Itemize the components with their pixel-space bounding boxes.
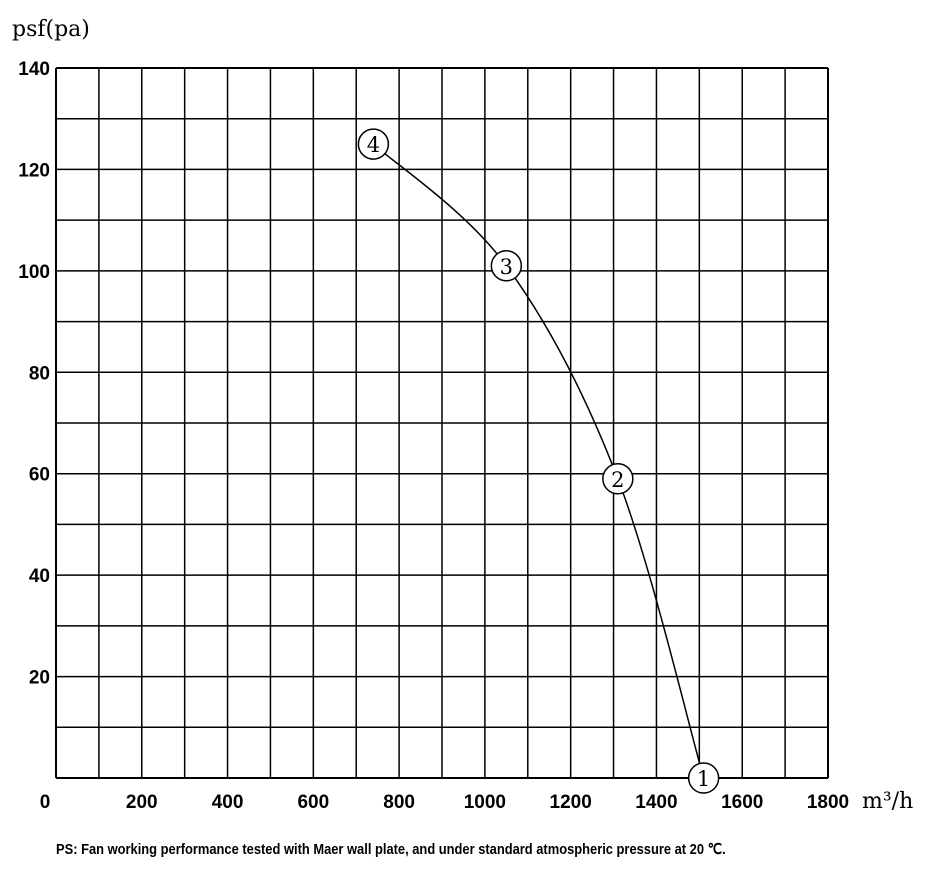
point-label: 2 bbox=[611, 468, 624, 492]
y-tick-label: 100 bbox=[18, 262, 50, 283]
x-tick-label: 1000 bbox=[464, 792, 506, 813]
data-point: 2 bbox=[602, 463, 634, 495]
point-circle bbox=[602, 463, 634, 495]
y-tick-label: 120 bbox=[18, 160, 50, 181]
x-tick-label: 1800 bbox=[807, 792, 849, 813]
x-tick-label: 0 bbox=[40, 792, 51, 813]
x-axis-label: m³/h bbox=[862, 789, 913, 814]
point-circle bbox=[687, 762, 720, 794]
grid bbox=[55, 67, 829, 779]
x-tick-label: 1600 bbox=[721, 792, 763, 813]
x-tick-label: 200 bbox=[126, 792, 158, 813]
y-tick-label: 80 bbox=[29, 363, 50, 384]
data-point: 3 bbox=[490, 250, 523, 282]
point-label: 3 bbox=[500, 255, 513, 279]
x-tick-label: 1400 bbox=[635, 792, 677, 813]
x-tick-labels: 0 200 400 600 800 1000 1200 1400 1600 1800 bbox=[40, 792, 849, 813]
data-point: 1 bbox=[687, 762, 720, 794]
point-label: 4 bbox=[367, 133, 380, 157]
y-tick-label: 140 bbox=[18, 59, 50, 80]
footnote: PS: Fan working performance tested with … bbox=[56, 841, 726, 858]
point-circle bbox=[357, 128, 390, 160]
y-tick-label: 20 bbox=[29, 668, 50, 689]
performance-curve bbox=[372, 143, 705, 779]
y-tick-labels: 20 40 60 80 100 120 140 bbox=[18, 59, 50, 689]
x-tick-label: 1200 bbox=[550, 792, 592, 813]
data-point: 4 bbox=[357, 128, 390, 160]
y-axis-label: psf(pa) bbox=[12, 17, 90, 42]
x-tick-label: 600 bbox=[297, 792, 329, 813]
y-tick-label: 60 bbox=[29, 465, 50, 486]
x-tick-label: 400 bbox=[212, 792, 244, 813]
point-markers: 4 3 2 1 bbox=[357, 128, 720, 794]
point-circle bbox=[490, 250, 523, 282]
y-tick-label: 40 bbox=[29, 566, 50, 587]
x-tick-label: 800 bbox=[383, 792, 415, 813]
point-label: 1 bbox=[697, 767, 710, 791]
